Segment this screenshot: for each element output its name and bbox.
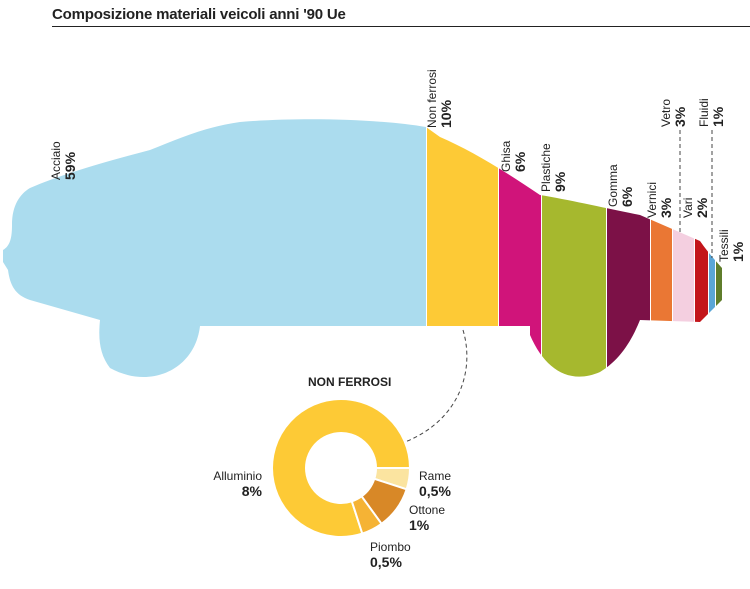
label-tessili-name: Tessili <box>717 229 731 262</box>
label-non-ferrosi-value: 10% <box>438 99 454 128</box>
label-vetro: Vetro 3% <box>659 99 688 127</box>
label-plastiche-value: 9% <box>552 171 568 192</box>
segment-vetro <box>695 119 708 377</box>
donut-label-ottone-value: 1% <box>409 517 430 533</box>
label-non-ferrosi-name: Non ferrosi <box>425 69 439 128</box>
donut-label-alluminio-value: 8% <box>242 483 263 499</box>
label-acciaio: Acciaio 59% <box>49 141 78 180</box>
title-rule <box>52 26 750 27</box>
label-tessili-value: 1% <box>730 241 746 262</box>
chart-title: Composizione materiali veicoli anni '90 … <box>52 6 346 23</box>
donut-label-alluminio: Alluminio 8% <box>213 469 262 499</box>
segment-vernici <box>651 119 672 377</box>
donut-label-rame: Rame 0,5% <box>419 469 451 499</box>
label-vari-value: 2% <box>694 197 710 218</box>
donut-label-ottone: Ottone 1% <box>409 503 445 533</box>
label-tessili: Tessili 1% <box>717 229 746 262</box>
segment-gomma <box>607 119 650 377</box>
label-vari-name: Vari <box>681 198 695 218</box>
label-vetro-value: 3% <box>672 106 688 127</box>
donut-label-piombo: Piombo 0,5% <box>370 540 411 570</box>
label-ghisa-value: 6% <box>512 151 528 172</box>
label-ghisa: Ghisa 6% <box>499 140 528 172</box>
label-acciaio-name: Acciaio <box>49 141 63 180</box>
donut-label-rame-name: Rame <box>419 469 451 483</box>
label-gomma: Gomma 6% <box>606 164 635 207</box>
donut-label-piombo-name: Piombo <box>370 540 411 554</box>
donut-label-piombo-value: 0,5% <box>370 554 402 570</box>
donut-slice-piombo <box>350 494 383 535</box>
label-vetro-name: Vetro <box>659 99 673 127</box>
donut-label-alluminio-name: Alluminio <box>213 469 262 483</box>
label-fluidi: Fluidi 1% <box>697 98 726 127</box>
donut-slice-alluminio <box>271 398 412 538</box>
label-gomma-name: Gomma <box>606 164 620 207</box>
donut-title: NON FERROSI <box>308 375 391 389</box>
segment-vari <box>673 119 694 377</box>
label-vernici-name: Vernici <box>645 182 659 218</box>
label-ghisa-name: Ghisa <box>499 140 513 172</box>
donut-non-ferrosi <box>271 398 412 538</box>
label-non-ferrosi: Non ferrosi 10% <box>425 69 454 128</box>
leader-non-ferrosi <box>404 329 468 443</box>
segment-acciaio <box>3 119 426 377</box>
label-vari: Vari 2% <box>681 197 710 218</box>
label-fluidi-value: 1% <box>710 106 726 127</box>
donut-label-rame-value: 0,5% <box>419 483 451 499</box>
label-fluidi-name: Fluidi <box>697 98 711 127</box>
label-acciaio-value: 59% <box>62 151 78 180</box>
label-plastiche: Plastiche 9% <box>539 143 568 192</box>
label-plastiche-name: Plastiche <box>539 143 553 192</box>
segment-non-ferrosi <box>427 119 498 377</box>
label-vernici: Vernici 3% <box>645 182 674 218</box>
label-vernici-value: 3% <box>658 197 674 218</box>
donut-label-ottone-name: Ottone <box>409 503 445 517</box>
label-gomma-value: 6% <box>619 186 635 207</box>
